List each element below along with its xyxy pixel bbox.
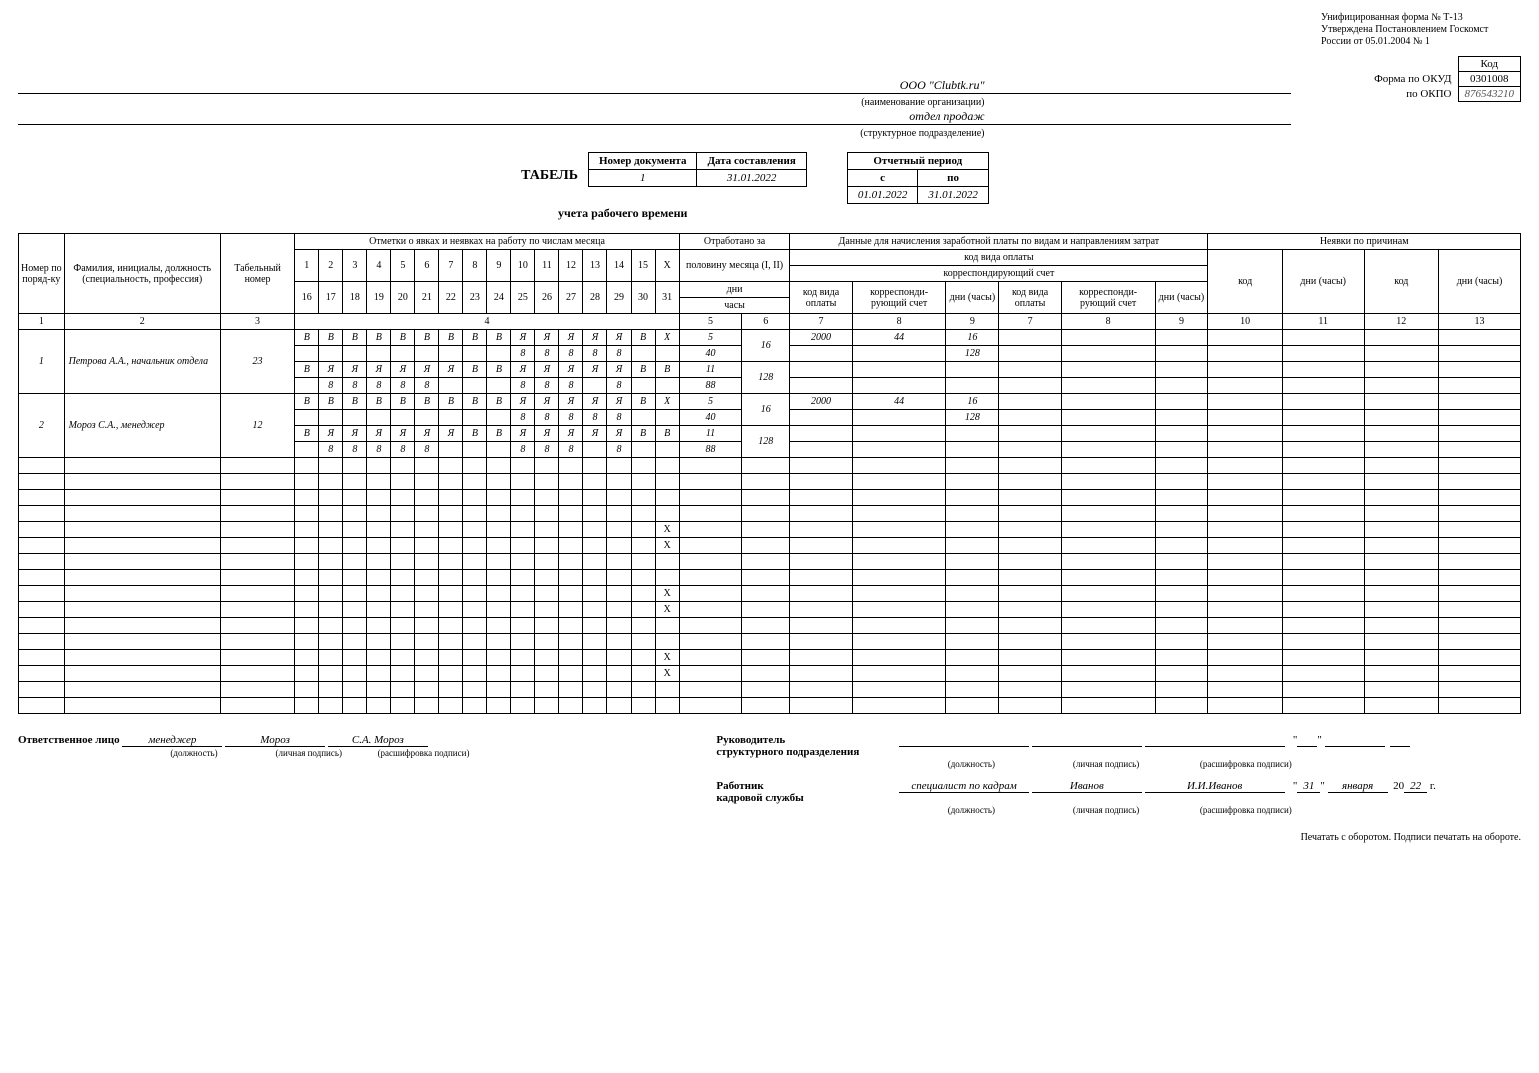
doc-subtitle: учета рабочего времени <box>558 206 1521 221</box>
org-block: ООО "Clubtk.ru" (наименование организаци… <box>18 78 1521 140</box>
codes-box: Код Форма по ОКУД0301008 по ОКПО87654321… <box>1368 56 1521 102</box>
dept-name: отдел продаж <box>325 109 985 124</box>
footer: Ответственное лицо менеджер Мороз С.А. М… <box>18 734 1521 816</box>
footer-note: Печатать с оборотом. Подписи печатать на… <box>18 832 1521 843</box>
resp-name: С.А. Мороз <box>328 734 428 747</box>
doc-title: ТАБЕЛЬ <box>448 152 578 184</box>
resp-sign: Мороз <box>225 734 325 747</box>
doc-meta: ТАБЕЛЬ Номер документаДата составления 1… <box>448 152 1521 204</box>
org-name: ООО "Clubtk.ru" <box>325 78 985 93</box>
timesheet-table: Номер по поряд-ку Фамилия, инициалы, дол… <box>18 233 1521 714</box>
doc-number-table: Номер документаДата составления 131.01.2… <box>588 152 807 187</box>
period-table: Отчетный период спо 01.01.202231.01.2022 <box>847 152 989 204</box>
resp-position: менеджер <box>122 734 222 747</box>
form-note: Унифицированная форма № Т-13 Утверждена … <box>1321 12 1521 48</box>
